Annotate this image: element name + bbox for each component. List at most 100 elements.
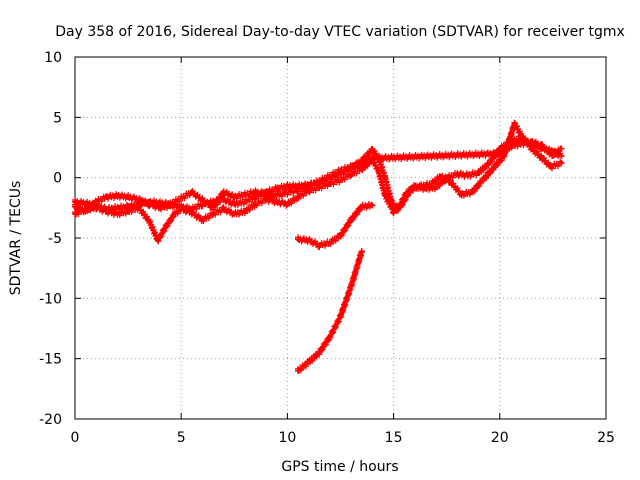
data-point [231, 193, 238, 200]
data-point [295, 367, 302, 374]
y-tick-label: -15 [39, 352, 62, 368]
data-point [210, 204, 217, 211]
data-point [241, 208, 248, 215]
data-point [114, 210, 121, 217]
data-point [558, 160, 565, 167]
data-point [154, 237, 161, 244]
data-point [114, 192, 121, 199]
x-tick-label: 25 [597, 430, 615, 446]
data-point [458, 191, 465, 198]
x-axis-label: GPS time / hours [281, 459, 398, 475]
data-point [305, 237, 312, 244]
data-point [295, 186, 302, 193]
data-point [558, 152, 565, 159]
data-point [125, 193, 132, 200]
data-point [252, 189, 259, 196]
y-tick-label: 0 [53, 171, 62, 187]
y-tick-label: -5 [48, 231, 62, 247]
series-trace-5 [295, 248, 365, 374]
data-point [539, 143, 546, 150]
data-point [231, 201, 238, 208]
data-point [558, 145, 565, 152]
data-point [284, 201, 291, 208]
x-tick-label: 0 [71, 430, 80, 446]
data-point [475, 169, 482, 176]
series-trace-4 [295, 201, 376, 250]
axis-ticks: 0 5 10 15 20 25 10 5 0 -5 -10 -15 -20 [39, 50, 615, 446]
data-point [469, 189, 476, 196]
data-point [358, 166, 365, 173]
data-point [549, 152, 556, 159]
data-point [464, 172, 471, 179]
data-point [316, 242, 323, 249]
data-point [490, 165, 497, 172]
data-point [295, 236, 302, 243]
y-tick-label: 5 [53, 110, 62, 126]
data-point [146, 198, 153, 205]
x-tick-label: 10 [278, 430, 296, 446]
data-point [220, 206, 227, 213]
x-tick-label: 5 [177, 430, 186, 446]
data-point [369, 155, 376, 162]
data-point [88, 201, 95, 208]
data-point [125, 203, 132, 210]
data-point [273, 198, 280, 205]
data-point [539, 155, 546, 162]
data-point [72, 198, 78, 205]
data-point [188, 189, 195, 196]
data-point [390, 208, 397, 215]
grid [75, 57, 606, 419]
data-point [358, 160, 365, 167]
data-point [375, 168, 382, 175]
data-point [316, 349, 323, 356]
data-point [348, 171, 355, 178]
data-point [348, 283, 355, 290]
data-markers-trace-4 [295, 201, 376, 250]
data-point [171, 210, 178, 217]
data-point [326, 180, 333, 187]
data-point [454, 171, 461, 178]
data-point [337, 313, 344, 320]
data-point [273, 185, 280, 192]
data-point [369, 146, 376, 153]
data-point [273, 192, 280, 199]
data-point [418, 183, 425, 190]
data-point [135, 196, 142, 203]
data-point [337, 167, 344, 174]
data-point [479, 177, 486, 184]
data-point [103, 193, 110, 200]
data-point [72, 210, 78, 217]
data-point [220, 189, 227, 196]
data-point [518, 132, 525, 139]
data-point [547, 163, 554, 170]
data-point [82, 206, 89, 213]
data-point [382, 192, 389, 199]
data-point [407, 186, 414, 193]
data-point [167, 201, 174, 208]
data-point [316, 178, 323, 185]
data-markers-trace-5 [295, 248, 365, 374]
data-point [263, 196, 270, 203]
data-point [399, 201, 406, 208]
data-point [156, 204, 163, 211]
series-trace-3 [72, 138, 565, 214]
data-point [295, 193, 302, 200]
data-point [337, 232, 344, 239]
data-point [199, 216, 206, 223]
data-point [496, 150, 503, 157]
y-axis-label: SDTVAR / TECUs [8, 181, 24, 296]
data-point [486, 160, 493, 167]
data-point [528, 145, 535, 152]
data-point [305, 359, 312, 366]
x-tick-label: 20 [491, 430, 509, 446]
data-point [433, 184, 440, 191]
data-point [252, 201, 259, 208]
data-point [428, 180, 435, 187]
data-point [316, 184, 323, 191]
data-point [507, 143, 514, 150]
data-point [103, 206, 110, 213]
data-point [528, 138, 535, 145]
data-layer [72, 119, 565, 374]
data-point [382, 174, 389, 181]
